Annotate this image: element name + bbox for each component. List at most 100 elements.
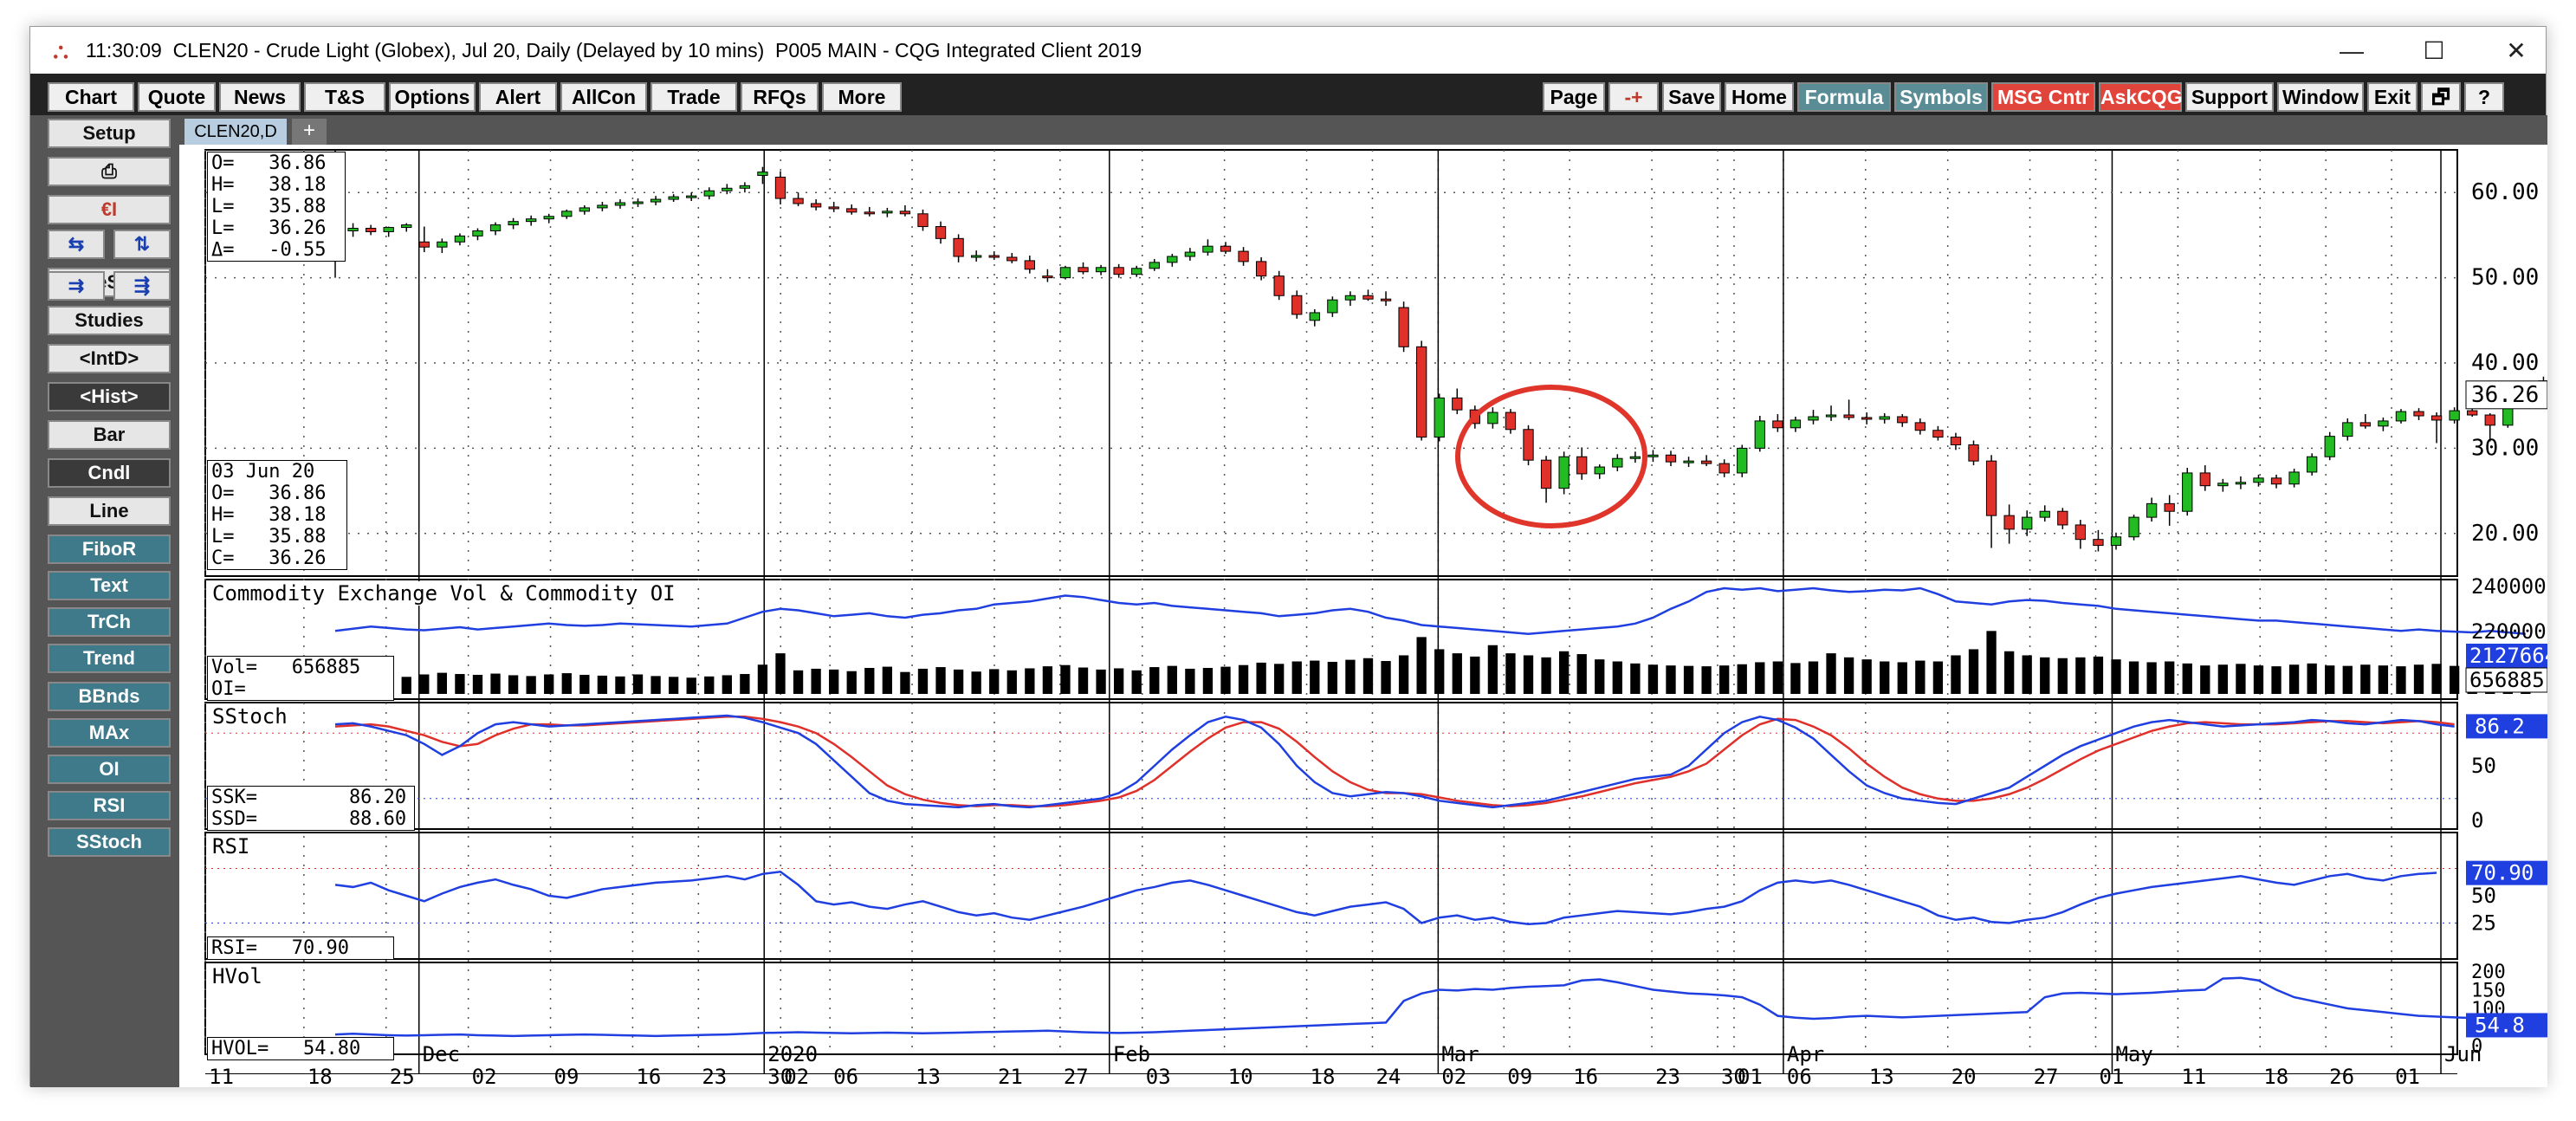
day-label: 18: [307, 1065, 333, 1087]
candle-body: [2342, 422, 2353, 437]
quote-box-line: O= 36.86: [211, 152, 327, 174]
menu-options-button[interactable]: Options: [389, 82, 476, 112]
tab-clen20-daily[interactable]: CLEN20,D: [184, 119, 287, 145]
minimize-button[interactable]: —: [2340, 37, 2364, 64]
candle-body: [508, 221, 519, 226]
volume-bar: [455, 674, 465, 694]
menu-zoom-button[interactable]: -+: [1608, 82, 1659, 112]
sidebar-sstoch-button[interactable]: SStoch: [48, 827, 171, 857]
menu-symbols-button[interactable]: Symbols: [1894, 82, 1988, 112]
candle-body: [1184, 251, 1196, 257]
candle-body: [1985, 460, 1997, 516]
menu-rfqs-button[interactable]: RFQs: [741, 82, 819, 112]
day-label: 01: [2395, 1065, 2420, 1087]
close-button[interactable]: ✕: [2506, 37, 2527, 64]
sidebar-bbnds-button[interactable]: BBnds: [48, 682, 171, 711]
candle-body: [2467, 410, 2478, 416]
volume-bar: [1096, 669, 1106, 694]
candle-body: [1238, 250, 1249, 262]
candle-body: [828, 206, 839, 210]
sidebar-trch-button[interactable]: TrCh: [48, 607, 171, 637]
day-label: 11: [2181, 1065, 2206, 1087]
chart-area[interactable]: 60.00 50.00 40.00 30.00 20.00 36.26 2400000 220…: [179, 145, 2547, 1087]
candle-body: [2359, 422, 2371, 427]
sidebar-hist-button[interactable]: <Hist>: [48, 382, 171, 411]
sidebar-trend-button[interactable]: Trend: [48, 644, 171, 673]
menu-trade-button[interactable]: Trade: [650, 82, 737, 112]
scroll-left-icon[interactable]: ⇆: [48, 230, 105, 259]
volume-bar: [1202, 668, 1214, 694]
day-label: 18: [2263, 1065, 2288, 1087]
menu-exit-button[interactable]: Exit: [2367, 82, 2417, 112]
sidebar-text-button[interactable]: Text: [48, 571, 171, 600]
candle-body: [383, 227, 394, 232]
menu-formula-button[interactable]: Formula: [1797, 82, 1891, 112]
month-label: Mar: [1441, 1042, 1479, 1066]
menu-more-button[interactable]: More: [822, 82, 902, 112]
expand-icon[interactable]: ⇉: [48, 271, 105, 301]
menu-alert-button[interactable]: Alert: [479, 82, 557, 112]
sidebar-bar-button[interactable]: Bar: [48, 420, 171, 450]
volume-bar: [2396, 666, 2406, 694]
volume-bar: [917, 668, 929, 694]
candle-body: [489, 224, 502, 231]
volume-bar: [2360, 664, 2371, 694]
volume-bar: [2003, 651, 2015, 694]
menu-msg-cntr-button[interactable]: MSG Cntr: [1991, 82, 2095, 112]
volume-bar: [2342, 665, 2353, 694]
sidebar-max-button[interactable]: MAx: [48, 718, 171, 748]
menu-help-button[interactable]: ?: [2464, 82, 2504, 112]
oi-value-box: [2466, 644, 2547, 668]
hvol-info-box-line: HVOL= 54.80: [211, 1038, 361, 1059]
day-label: 20: [1951, 1065, 1977, 1087]
day-label: 16: [636, 1065, 661, 1087]
candle-body: [632, 201, 644, 204]
add-tab-button[interactable]: +: [292, 119, 327, 145]
sidebar-fibor-button[interactable]: FiboR: [48, 535, 171, 564]
volume-axis-label: 2200000: [2471, 619, 2547, 644]
menu-chart-button[interactable]: Chart: [48, 82, 134, 112]
menu-save-button[interactable]: Save: [1662, 82, 1721, 112]
sidebar-rsi-button[interactable]: RSI: [48, 791, 171, 820]
volume-bar: [1042, 666, 1053, 694]
hvol-axis-label: 200: [2471, 962, 2506, 983]
menu-quote-button[interactable]: Quote: [138, 82, 216, 112]
sidebar-cndl-button[interactable]: Cndl: [48, 458, 171, 488]
scroll-up-icon[interactable]: ⇅: [113, 230, 171, 259]
compress-icon[interactable]: ⇶: [113, 271, 171, 301]
candle-body: [757, 172, 768, 177]
volume-bar: [1880, 661, 1890, 694]
volume-bar: [1932, 661, 1944, 694]
menu-ts-button[interactable]: T&S: [304, 82, 385, 112]
candle-body: [2307, 456, 2318, 473]
menu-askcqg-button[interactable]: AskCQG: [2099, 82, 2183, 112]
candle-body: [739, 185, 751, 189]
sstoch-axis-label: 0: [2471, 808, 2483, 833]
chart-canvas[interactable]: 60.00 50.00 40.00 30.00 20.00 36.26 2400000 220…: [179, 145, 2547, 1087]
menu-home-button[interactable]: Home: [1725, 82, 1794, 112]
menu-support-button[interactable]: Support: [2185, 82, 2274, 112]
printer-icon[interactable]: ⎙: [48, 157, 171, 186]
volume-bar: [632, 674, 644, 694]
volume-bar: [2182, 663, 2192, 694]
volume-axis-label: 2400000: [2471, 574, 2547, 599]
sidebar-euro-button[interactable]: €I: [48, 195, 171, 224]
candle-body: [1095, 267, 1107, 273]
sidebar-oi-button[interactable]: OI: [48, 755, 171, 784]
sidebar-line-button[interactable]: Line: [48, 496, 171, 526]
sidebar-intd-button[interactable]: <IntD>: [48, 344, 171, 373]
maximize-button[interactable]: ☐: [2423, 37, 2445, 64]
candle-body: [1327, 299, 1338, 314]
sidebar-studies-button[interactable]: Studies: [48, 306, 171, 335]
menu-page-button[interactable]: Page: [1543, 82, 1605, 112]
sidebar-setup-button[interactable]: Setup: [48, 119, 171, 148]
menu-allcon-button[interactable]: AllCon: [560, 82, 647, 112]
candle-body: [668, 196, 679, 200]
day-label: 21: [998, 1065, 1023, 1087]
menu-window-button[interactable]: Window: [2277, 82, 2364, 112]
volume-bar: [757, 664, 768, 694]
menu-news-button[interactable]: News: [219, 82, 301, 112]
menu-restore-button[interactable]: 🗗: [2421, 82, 2461, 112]
volume-bar: [1897, 662, 1907, 694]
candle-body: [1968, 444, 1979, 462]
